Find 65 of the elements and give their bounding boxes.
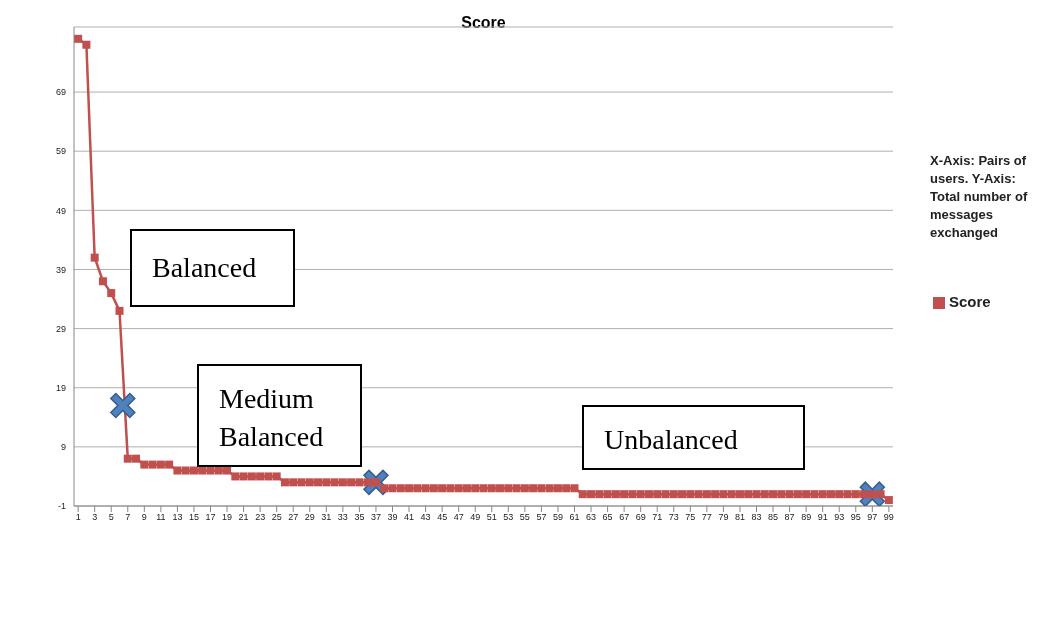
x-tick-label: 35: [354, 512, 365, 523]
x-tick-label: 33: [337, 512, 348, 523]
annotation: Unbalanced: [582, 405, 805, 470]
x-tick-label: 83: [751, 512, 762, 523]
x-tick-label: 55: [519, 512, 530, 523]
x-tick-label: 61: [569, 512, 580, 523]
x-tick-label: 7: [125, 512, 131, 523]
x-tick-label: 91: [817, 512, 828, 523]
x-tick-label: 41: [404, 512, 415, 523]
x-tick-label: 81: [734, 512, 745, 523]
x-tick-label: 45: [437, 512, 448, 523]
x-tick-label: 99: [883, 512, 894, 523]
x-tick-label: 11: [156, 512, 166, 523]
x-tick-label: 23: [255, 512, 266, 523]
x-tick-label: 97: [867, 512, 878, 523]
x-tick-label: 65: [602, 512, 613, 523]
x-tick-label: 27: [288, 512, 299, 523]
x-tick-label: 77: [701, 512, 712, 523]
y-tick-label: 69: [55, 87, 66, 98]
x-tick-label: 15: [188, 512, 199, 523]
x-tick-label: 5: [108, 512, 114, 523]
x-tick-label: 13: [172, 512, 183, 523]
x-tick-label: 3: [92, 512, 98, 523]
x-tick-label: 49: [470, 512, 481, 523]
x-tick-label: 37: [370, 512, 381, 523]
x-tick-label: 21: [238, 512, 249, 523]
x-tick-label: 89: [801, 512, 812, 523]
x-tick-label: 71: [652, 512, 663, 523]
x-tick-label: 9: [141, 512, 147, 523]
y-tick-label: 29: [55, 323, 66, 334]
chart-title: Score: [460, 14, 507, 32]
x-tick-label: 93: [834, 512, 845, 523]
x-tick-label: 57: [536, 512, 547, 523]
legend-label: Score: [949, 293, 991, 310]
x-tick-label: 59: [552, 512, 563, 523]
y-tick-label: 9: [60, 442, 66, 453]
x-tick-label: 43: [420, 512, 431, 523]
x-tick-label: 51: [486, 512, 497, 523]
y-tick-label: 39: [55, 264, 66, 275]
x-tick-label: 53: [503, 512, 514, 523]
x-tick-label: 79: [718, 512, 729, 523]
x-tick-label: 69: [635, 512, 646, 523]
x-tick-label: 95: [850, 512, 861, 523]
x-tick-label: 17: [205, 512, 216, 523]
x-tick-label: 47: [453, 512, 464, 523]
x-tick-label: 73: [668, 512, 679, 523]
x-tick-label: 63: [586, 512, 597, 523]
x-tick-label: 31: [321, 512, 332, 523]
x-tick-label: 75: [685, 512, 696, 523]
x-tick-label: 85: [768, 512, 779, 523]
x-tick-label: 39: [387, 512, 398, 523]
x-tick-label: 67: [619, 512, 630, 523]
y-tick-label: 49: [55, 205, 66, 216]
y-tick-label: -1: [57, 501, 66, 512]
x-tick-label: 19: [222, 512, 233, 523]
x-tick-label: 1: [75, 512, 81, 523]
y-tick-label: 59: [55, 146, 66, 157]
point: [110, 392, 136, 419]
x-tick-label: 29: [304, 512, 315, 523]
x-tick-label: 25: [271, 512, 282, 523]
annotation: Medium Balanced: [197, 364, 362, 467]
text: X-Axis: Pairs of users. Y-Axis: Total number of messages exchanged: [930, 152, 1029, 242]
y-tick-label: 19: [55, 382, 66, 393]
annotation: Balanced: [130, 229, 295, 307]
x-tick-label: 87: [784, 512, 795, 523]
